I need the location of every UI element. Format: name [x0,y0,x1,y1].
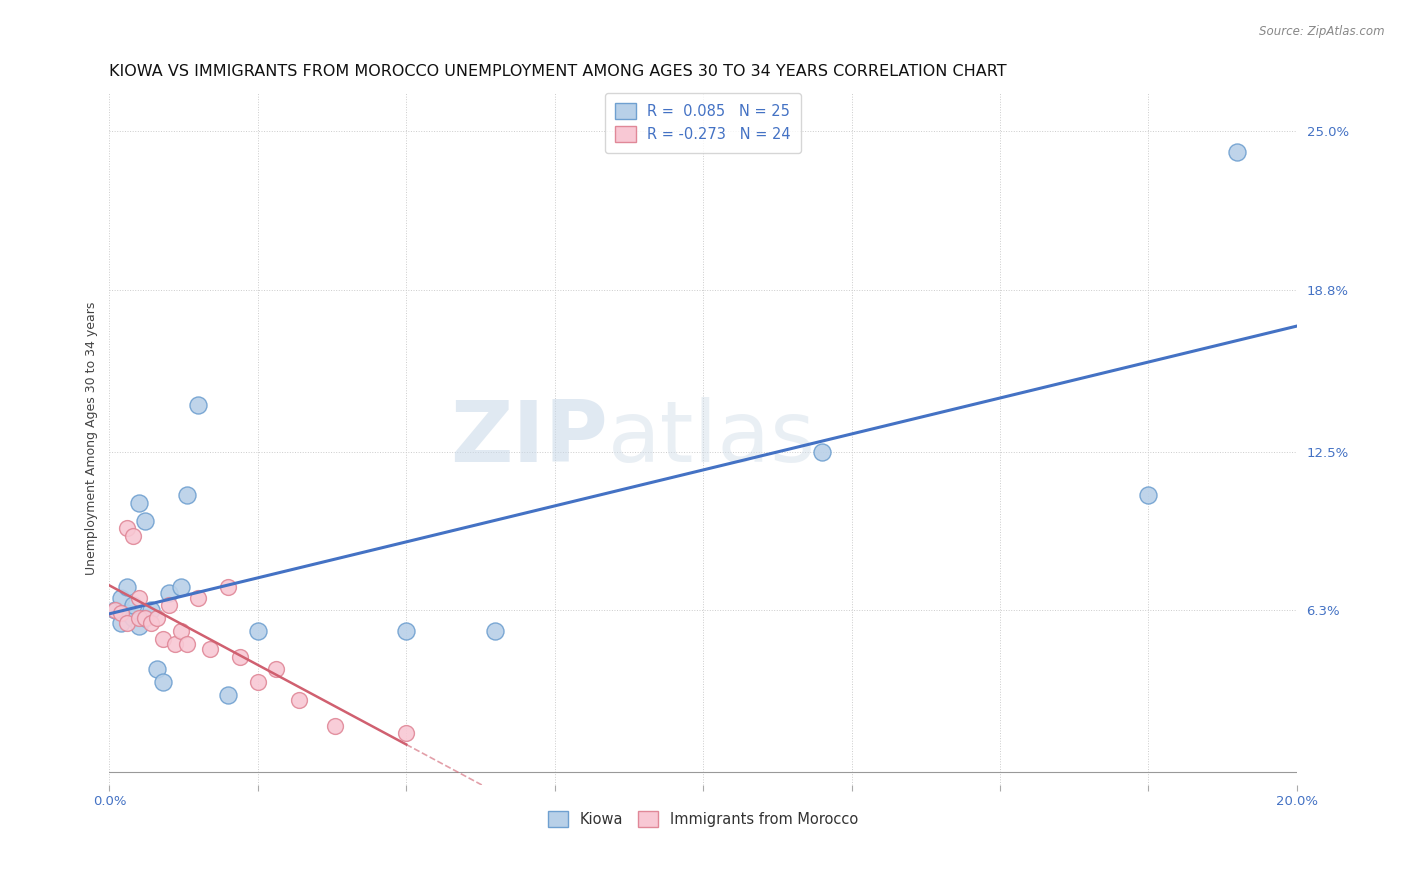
Point [246,624,269,638]
Point [110,616,132,631]
Point [139,603,162,617]
Point [163,637,186,651]
Point [128,496,150,510]
Point [104,603,127,617]
Point [395,726,418,740]
Point [1137,488,1160,502]
Point [146,611,169,625]
Point [200,641,222,656]
Point [115,616,138,631]
Text: ZIP: ZIP [450,397,609,480]
Point [811,444,834,458]
Point [176,488,198,502]
Point [110,591,132,605]
Point [157,585,180,599]
Point [169,624,191,638]
Point [484,624,506,638]
Point [104,603,127,617]
Point [128,591,150,605]
Point [288,693,311,707]
Point [246,675,269,690]
Point [128,619,150,633]
Point [169,581,191,595]
Point [152,632,174,646]
Point [115,606,138,620]
Text: Source: ZipAtlas.com: Source: ZipAtlas.com [1260,25,1385,38]
Point [115,521,138,535]
Point [122,529,145,543]
Point [229,649,252,664]
Point [187,399,209,413]
Point [134,514,156,528]
Point [264,662,287,676]
Point [187,591,209,605]
Point [395,624,418,638]
Point [217,688,239,702]
Point [128,611,150,625]
Point [122,599,145,613]
Point [1226,145,1249,159]
Text: KIOWA VS IMMIGRANTS FROM MOROCCO UNEMPLOYMENT AMONG AGES 30 TO 34 YEARS CORRELAT: KIOWA VS IMMIGRANTS FROM MOROCCO UNEMPLO… [110,64,1007,79]
Point [152,675,174,690]
Point [110,606,132,620]
Point [157,599,180,613]
Point [139,616,162,631]
Legend: Kiowa, Immigrants from Morocco: Kiowa, Immigrants from Morocco [543,805,865,833]
Point [134,611,156,625]
Point [176,637,198,651]
Point [134,611,156,625]
Point [115,581,138,595]
Point [217,581,239,595]
Y-axis label: Unemployment Among Ages 30 to 34 years: Unemployment Among Ages 30 to 34 years [86,302,98,575]
Point [323,719,346,733]
Point [146,662,169,676]
Point [122,611,145,625]
Text: atlas: atlas [609,397,815,480]
